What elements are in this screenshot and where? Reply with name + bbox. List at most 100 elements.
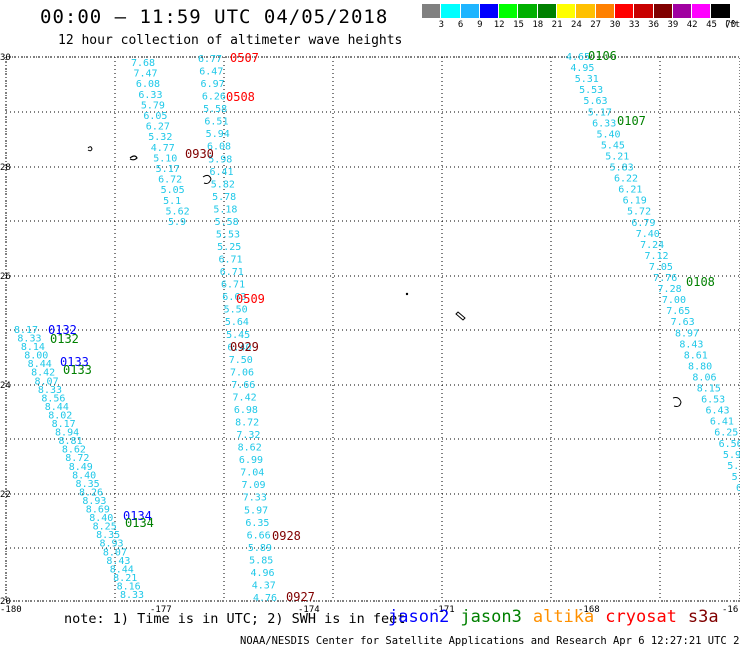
wave-height-value: 5.17 xyxy=(588,107,612,118)
wave-height-value: 8.80 xyxy=(688,361,712,372)
wave-height-value: 6.72 xyxy=(158,175,182,186)
wave-height-value: 8.40 xyxy=(89,513,113,524)
colorbar-swatch xyxy=(422,4,442,18)
wave-height-value: 7.06 xyxy=(230,367,254,378)
longitude-label: -16 xyxy=(722,605,738,615)
wave-height-value: 6.79 xyxy=(631,218,655,229)
satellite-legend-entry: jason3 xyxy=(460,607,522,627)
pass-number-label: 0132 xyxy=(48,323,77,337)
wave-height-value: 5.18 xyxy=(213,204,237,215)
pass-number-label: 0133 xyxy=(60,355,89,369)
satellite-legend-entry: cryosat xyxy=(605,607,677,627)
wave-height-value: 6.63 xyxy=(222,292,246,303)
wave-height-value: 8.97 xyxy=(675,328,699,339)
colorbar-tick-label: 33 xyxy=(628,20,640,30)
wave-height-value: 8.62 xyxy=(238,443,262,454)
wave-height-value: 5.82 xyxy=(211,179,235,190)
wave-height-value: 5.58 xyxy=(203,104,227,115)
pass-number-label: 0134 xyxy=(123,509,152,523)
wave-height-value: 5.21 xyxy=(605,151,629,162)
footer-credit: NOAA/NESDIS Center for Satellite Applica… xyxy=(240,635,740,647)
island-outline xyxy=(129,155,138,161)
pass-number-label: 0132 xyxy=(50,332,79,346)
pass-number-label: 0930 xyxy=(185,147,214,161)
wave-height-value: 5.45 xyxy=(226,330,250,341)
wave-height-value: 7.09 xyxy=(241,480,265,491)
wave-height-value: 5.9 xyxy=(168,217,186,228)
wave-height-value: 5.97 xyxy=(244,505,268,516)
map-title: 00:00 – 11:59 UTC 04/05/2018 xyxy=(40,6,389,28)
wave-height-value: 5.89 xyxy=(248,543,272,554)
pass-number-label: 0929 xyxy=(230,340,259,354)
wave-height-value: 7.04 xyxy=(240,468,264,479)
wave-height-value: 7.42 xyxy=(233,392,257,403)
wave-height-value: 6.71 xyxy=(218,255,242,266)
wave-height-value: 8.62 xyxy=(62,445,86,456)
latitude-label: 20 xyxy=(0,597,11,607)
wave-height-value: 8.15 xyxy=(697,384,721,395)
pass-number-label: 0508 xyxy=(226,90,255,104)
colorbar-tick-label: 36 xyxy=(648,20,660,30)
wave-height-value: 5.85 xyxy=(249,555,273,566)
wave-height-value: 6.33 xyxy=(592,118,616,129)
wave-height-value: 8.43 xyxy=(106,556,130,567)
colorbar-tick-label: 9 xyxy=(477,20,483,30)
wave-height-value: 6.08 xyxy=(207,142,231,153)
latitude-label: 30 xyxy=(0,53,11,63)
wave-height-value: 8.81 xyxy=(58,436,82,447)
colorbar-tick-label: 42 xyxy=(686,20,698,30)
wave-height-value: 7.40 xyxy=(636,229,660,240)
colorbar-tick-label: 6 xyxy=(457,20,464,30)
wave-height-value: 4.76 xyxy=(253,593,277,604)
island-outline xyxy=(87,146,93,152)
wave-height-value: 8.94 xyxy=(55,428,79,439)
wave-height-value: 5.32 xyxy=(148,132,172,143)
longitude-label: -168 xyxy=(578,605,600,615)
pass-number-label: 0134 xyxy=(125,516,154,530)
longitude-label: -177 xyxy=(150,605,172,615)
wave-height-value: 5.94 xyxy=(206,129,230,140)
island-dot xyxy=(405,292,409,296)
wave-height-value: 5.58 xyxy=(215,217,239,228)
wave-height-value: 5.50 xyxy=(224,305,248,316)
wave-height-value: 7.12 xyxy=(644,251,668,262)
wave-height-value: 7.00 xyxy=(662,295,686,306)
wave-height-value: 8.72 xyxy=(235,418,259,429)
pass-number-label: 0133 xyxy=(63,363,92,377)
wave-height-value: 5.62 xyxy=(166,206,190,217)
colorbar-tick-label: 27 xyxy=(590,20,602,30)
wave-height-value: 8.16 xyxy=(117,581,141,592)
colorbar-swatch xyxy=(557,4,577,18)
colorbar-tick-label: 15 xyxy=(513,20,524,30)
wave-height-value: 6.19 xyxy=(623,196,647,207)
wave-height-value: 6.25 xyxy=(714,428,738,439)
wave-height-value: 8.25 xyxy=(93,522,117,533)
colorbar xyxy=(422,4,731,18)
wave-height-value: 6.35 xyxy=(245,518,269,529)
wave-height-value: 5.10 xyxy=(153,153,177,164)
colorbar-swatch xyxy=(576,4,596,18)
colorbar-swatch xyxy=(653,4,673,18)
wave-height-value: 6.66 xyxy=(247,530,271,541)
wave-height-value: 6.08 xyxy=(136,79,160,90)
map-frame xyxy=(5,56,740,602)
wave-height-value: 8.14 xyxy=(21,342,45,353)
wave-height-value: 7.47 xyxy=(133,69,157,80)
wave-height-value: 7.24 xyxy=(640,240,664,251)
wave-height-value: 6.22 xyxy=(614,174,638,185)
colorbar-tick-label: 24 xyxy=(570,20,582,30)
colorbar-swatch xyxy=(460,4,480,18)
latitude-label: 22 xyxy=(0,490,11,500)
wave-height-value: 5.17 xyxy=(156,164,180,175)
wave-height-value: 8.07 xyxy=(35,376,59,387)
wave-height-value: 6.33 xyxy=(138,90,162,101)
wave-height-value: 7.68 xyxy=(131,58,155,69)
wave-height-value: 6.99 xyxy=(239,455,263,466)
wave-height-value: 8.00 xyxy=(24,351,48,362)
wave-height-value: 5.64 xyxy=(225,317,249,328)
wave-height-value: 6.05 xyxy=(143,111,167,122)
wave-height-value: 6.43 xyxy=(705,406,729,417)
wave-height-value: 5.05 xyxy=(161,185,185,196)
